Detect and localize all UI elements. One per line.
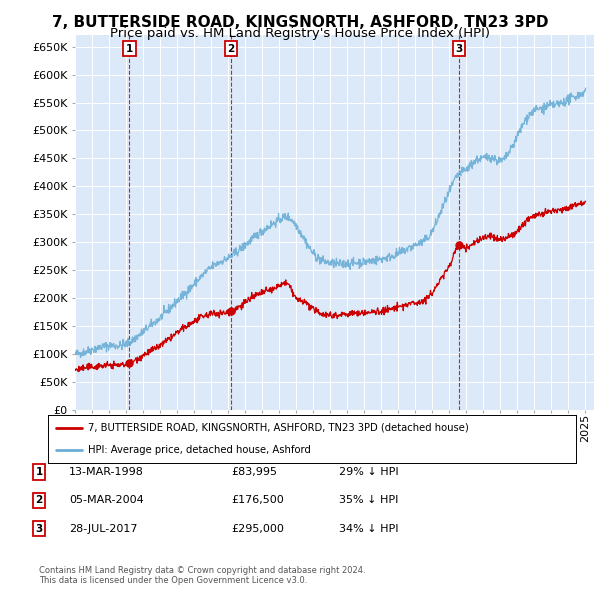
Text: 1: 1 bbox=[35, 467, 43, 477]
Text: Contains HM Land Registry data © Crown copyright and database right 2024.
This d: Contains HM Land Registry data © Crown c… bbox=[39, 566, 365, 585]
Text: 05-MAR-2004: 05-MAR-2004 bbox=[69, 496, 144, 505]
Text: 3: 3 bbox=[35, 524, 43, 533]
Text: £176,500: £176,500 bbox=[231, 496, 284, 505]
Text: HPI: Average price, detached house, Ashford: HPI: Average price, detached house, Ashf… bbox=[88, 445, 310, 455]
Text: 7, BUTTERSIDE ROAD, KINGSNORTH, ASHFORD, TN23 3PD (detached house): 7, BUTTERSIDE ROAD, KINGSNORTH, ASHFORD,… bbox=[88, 423, 469, 433]
Text: 2: 2 bbox=[227, 44, 235, 54]
Text: £83,995: £83,995 bbox=[231, 467, 277, 477]
Text: 28-JUL-2017: 28-JUL-2017 bbox=[69, 524, 137, 533]
Text: Price paid vs. HM Land Registry's House Price Index (HPI): Price paid vs. HM Land Registry's House … bbox=[110, 27, 490, 40]
Text: 2: 2 bbox=[35, 496, 43, 505]
Text: 34% ↓ HPI: 34% ↓ HPI bbox=[339, 524, 398, 533]
Text: 7, BUTTERSIDE ROAD, KINGSNORTH, ASHFORD, TN23 3PD: 7, BUTTERSIDE ROAD, KINGSNORTH, ASHFORD,… bbox=[52, 15, 548, 30]
Text: 3: 3 bbox=[455, 44, 463, 54]
Text: 1: 1 bbox=[126, 44, 133, 54]
Text: 13-MAR-1998: 13-MAR-1998 bbox=[69, 467, 144, 477]
Text: £295,000: £295,000 bbox=[231, 524, 284, 533]
Text: 29% ↓ HPI: 29% ↓ HPI bbox=[339, 467, 398, 477]
Text: 35% ↓ HPI: 35% ↓ HPI bbox=[339, 496, 398, 505]
